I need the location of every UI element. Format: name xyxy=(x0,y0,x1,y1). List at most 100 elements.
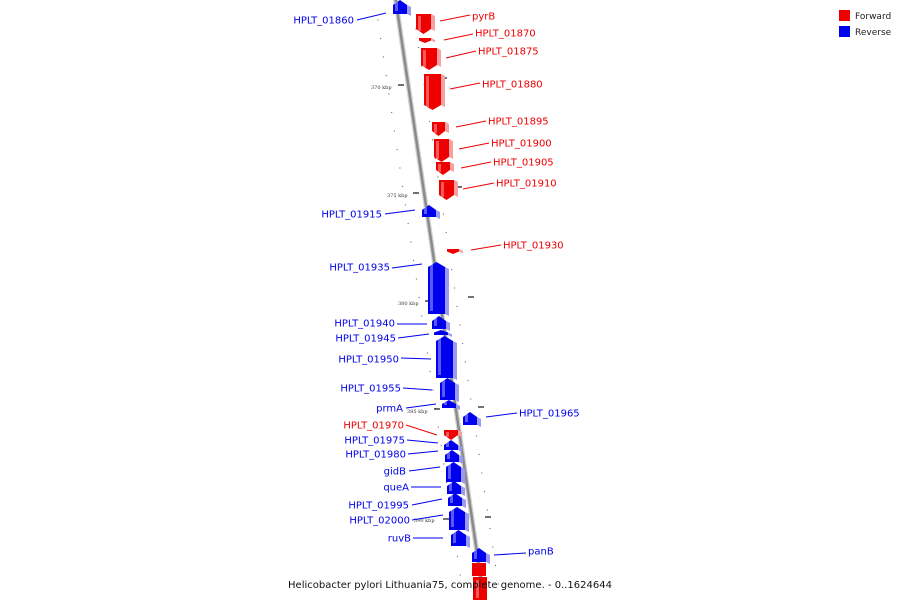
legend-forward-label: Forward xyxy=(855,12,891,22)
legend-forward-swatch xyxy=(839,10,850,21)
gene-arrow xyxy=(451,530,470,548)
gene-label-leader xyxy=(455,120,487,128)
minor-tick-dot xyxy=(431,139,434,141)
gene-arrow xyxy=(463,412,481,427)
minor-tick-dot xyxy=(475,435,477,437)
minor-tick-dot xyxy=(382,56,385,58)
gene-label: queA xyxy=(383,483,409,494)
gene-label-leader xyxy=(391,263,423,269)
minor-tick-dot xyxy=(467,379,469,382)
genome-caption: Helicobacter pylori Lithuania75, complet… xyxy=(288,580,612,591)
minor-tick-dot xyxy=(418,46,420,49)
minor-tick-dot xyxy=(437,176,439,178)
minor-tick-dot xyxy=(393,130,396,132)
gene-label-leader xyxy=(408,466,441,472)
minor-tick-dot xyxy=(426,352,428,354)
gene-labels: HPLT_01860 pyrB HPLT_01870 HPLT_01875 HPLT_0… xyxy=(293,12,579,558)
gene-arrow xyxy=(442,400,460,410)
gene-label: HPLT_01955 xyxy=(340,384,401,395)
gene-label: HPLT_01910 xyxy=(496,179,557,190)
gene-label: HPLT_01900 xyxy=(491,139,552,150)
minor-tick-dot xyxy=(470,398,472,400)
minor-tick-dot xyxy=(443,463,445,465)
gene-label-leader xyxy=(449,82,481,90)
gene-arrow xyxy=(436,336,457,380)
gene-label: HPLT_01950 xyxy=(338,355,399,366)
minor-tick-dot xyxy=(456,305,458,308)
minor-tick-dot xyxy=(494,564,497,567)
gene-arrow xyxy=(448,493,466,508)
tick-label: 390 kbp xyxy=(414,518,435,524)
tick-label: 385 kbp xyxy=(407,409,428,415)
gene-label-leader xyxy=(384,209,416,215)
minor-tick-dot xyxy=(415,278,417,280)
gene-arrow xyxy=(444,430,462,440)
gene-label-leader xyxy=(493,552,527,556)
gene-label-leader xyxy=(470,244,502,251)
gene-label-leader xyxy=(407,450,439,455)
gene-arrow xyxy=(421,48,441,70)
gene-arrow xyxy=(449,507,469,532)
gene-label-leader xyxy=(400,357,432,360)
gene-label-leader xyxy=(402,387,433,391)
gene-label: HPLT_01965 xyxy=(519,409,580,420)
minor-tick-dot xyxy=(410,241,412,243)
gene-arrow xyxy=(445,450,463,464)
minor-tick-dot xyxy=(420,65,423,67)
gene-arrow xyxy=(447,481,465,496)
minor-tick-dot xyxy=(421,315,423,317)
minor-tick-dot xyxy=(429,370,431,373)
gene-label: gidB xyxy=(384,467,406,478)
gene-label-leader xyxy=(405,424,438,436)
gene-arrow xyxy=(434,139,453,162)
minor-tick-dot xyxy=(481,472,483,474)
gene-label-leader xyxy=(397,333,430,339)
minor-tick-dot xyxy=(492,546,494,548)
gene-arrow xyxy=(440,378,459,402)
minor-tick-dot xyxy=(442,213,445,215)
minor-tick-dot xyxy=(445,231,447,234)
minor-tick-dot xyxy=(456,555,459,558)
gene-label-leader xyxy=(356,12,387,21)
gene-label: HPLT_01980 xyxy=(345,450,406,461)
legend-reverse-label: Reverse xyxy=(855,28,892,38)
minor-tick-dot xyxy=(497,583,499,585)
gene-arrow xyxy=(424,74,445,110)
minor-tick-dot xyxy=(429,120,431,123)
gene-label: HPLT_01930 xyxy=(503,241,564,252)
tick-label: 370 kbp xyxy=(371,85,392,91)
minor-tick-dot xyxy=(478,453,480,456)
gene-label: HPLT_01870 xyxy=(475,29,536,40)
minor-tick-dot xyxy=(380,37,382,40)
gene-label: panB xyxy=(528,547,554,558)
gene-label-leader xyxy=(439,14,471,22)
gene-label: HPLT_02000 xyxy=(349,516,410,527)
gene-features xyxy=(393,0,490,600)
gene-label: HPLT_01905 xyxy=(493,158,554,169)
minor-tick-dot xyxy=(388,93,390,95)
gene-label-leader xyxy=(443,33,474,41)
minor-tick-dot xyxy=(404,204,407,206)
minor-tick-dot xyxy=(440,444,442,447)
minor-tick-dot xyxy=(483,490,486,493)
gene-arrow xyxy=(419,38,435,43)
gene-label: HPLT_01935 xyxy=(329,263,390,274)
gene-arrow xyxy=(447,249,463,254)
minor-tick-dot xyxy=(489,527,491,530)
minor-tick-dot xyxy=(385,74,387,77)
minor-tick-dot xyxy=(451,268,453,271)
gene-arrow xyxy=(439,180,458,200)
gene-label-leader xyxy=(406,439,439,444)
gene-label: HPLT_01895 xyxy=(488,117,549,128)
gene-label: HPLT_01875 xyxy=(478,47,539,58)
gene-label: HPLT_01915 xyxy=(321,210,382,221)
gene-label: HPLT_01880 xyxy=(482,80,543,91)
gene-arrow xyxy=(434,330,452,337)
gene-arrow xyxy=(446,462,465,484)
minor-tick-dot xyxy=(413,259,415,262)
gene-label: pyrB xyxy=(472,12,495,23)
gene-label-leader xyxy=(411,514,444,521)
gene-label-leader xyxy=(405,403,437,409)
